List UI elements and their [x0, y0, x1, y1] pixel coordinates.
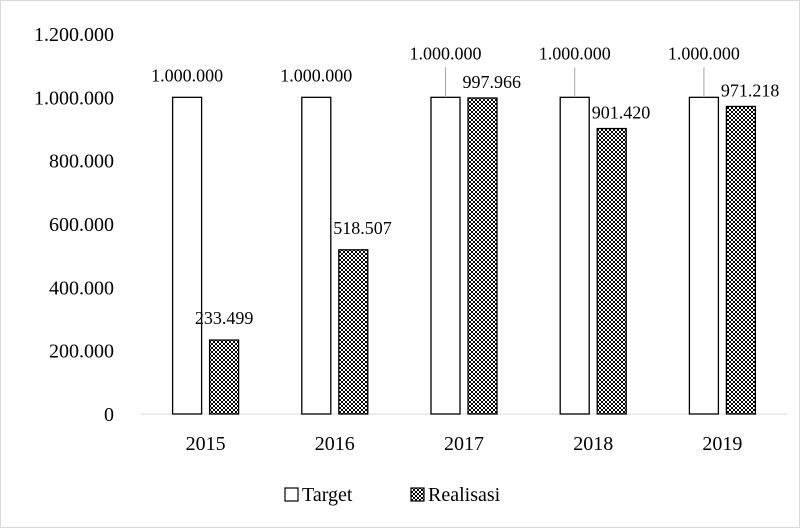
bar-target-2017	[430, 96, 461, 415]
data-label-target: 1.000.000	[151, 65, 223, 85]
y-tick-label: 400.000	[49, 277, 114, 299]
x-axis-tick-labels: 2015 2016 2017 2018 2019	[186, 433, 743, 455]
legend: Target Realisasi	[284, 484, 501, 506]
y-tick-label: 0	[104, 404, 114, 426]
bar-target-2015	[171, 96, 203, 415]
data-label-realisasi: 233.499	[195, 308, 254, 328]
data-label-realisasi: 518.507	[333, 218, 392, 238]
data-label-target: 1.000.000	[410, 43, 482, 63]
x-tick-label: 2016	[315, 433, 355, 455]
x-tick-label: 2015	[186, 433, 226, 455]
data-label-target: 1.000.000	[280, 65, 352, 85]
x-tick-label: 2018	[573, 433, 613, 455]
x-tick-label: 2019	[702, 433, 742, 455]
data-label-realisasi: 971.218	[721, 80, 780, 100]
data-labels: 1.000.000 233.499 1.000.000 518.507 1.000.00…	[151, 43, 779, 328]
y-tick-label: 600.000	[49, 214, 114, 236]
bar-target-2016	[301, 96, 332, 415]
bar-realisasi-2019	[725, 105, 757, 415]
legend-swatch-realisasi	[410, 487, 425, 502]
data-label-realisasi: 901.420	[592, 103, 651, 123]
data-label-target: 1.000.000	[539, 43, 611, 63]
data-label-realisasi: 997.966	[463, 72, 522, 92]
legend-label-realisasi: Realisasi	[428, 484, 501, 506]
bars	[171, 96, 757, 415]
bar-realisasi-2018	[596, 127, 627, 415]
bar-target-2019	[688, 96, 720, 415]
legend-label-target: Target	[302, 484, 353, 506]
y-tick-label: 1.000.000	[34, 87, 114, 109]
legend-swatch-target	[284, 487, 299, 502]
y-tick-label: 1.200.000	[34, 24, 114, 46]
x-tick-label: 2017	[444, 433, 484, 455]
bar-realisasi-2017	[467, 97, 498, 415]
bar-realisasi-2016	[338, 249, 369, 415]
y-axis-tick-labels: 0 200.000 400.000 600.000 800.000 1.000.000 1.…	[34, 24, 114, 426]
bar-realisasi-2015	[208, 339, 240, 415]
y-tick-label: 200.000	[49, 341, 114, 363]
bar-target-2018	[559, 96, 590, 415]
y-tick-label: 800.000	[49, 151, 114, 173]
data-label-target: 1.000.000	[668, 43, 740, 63]
